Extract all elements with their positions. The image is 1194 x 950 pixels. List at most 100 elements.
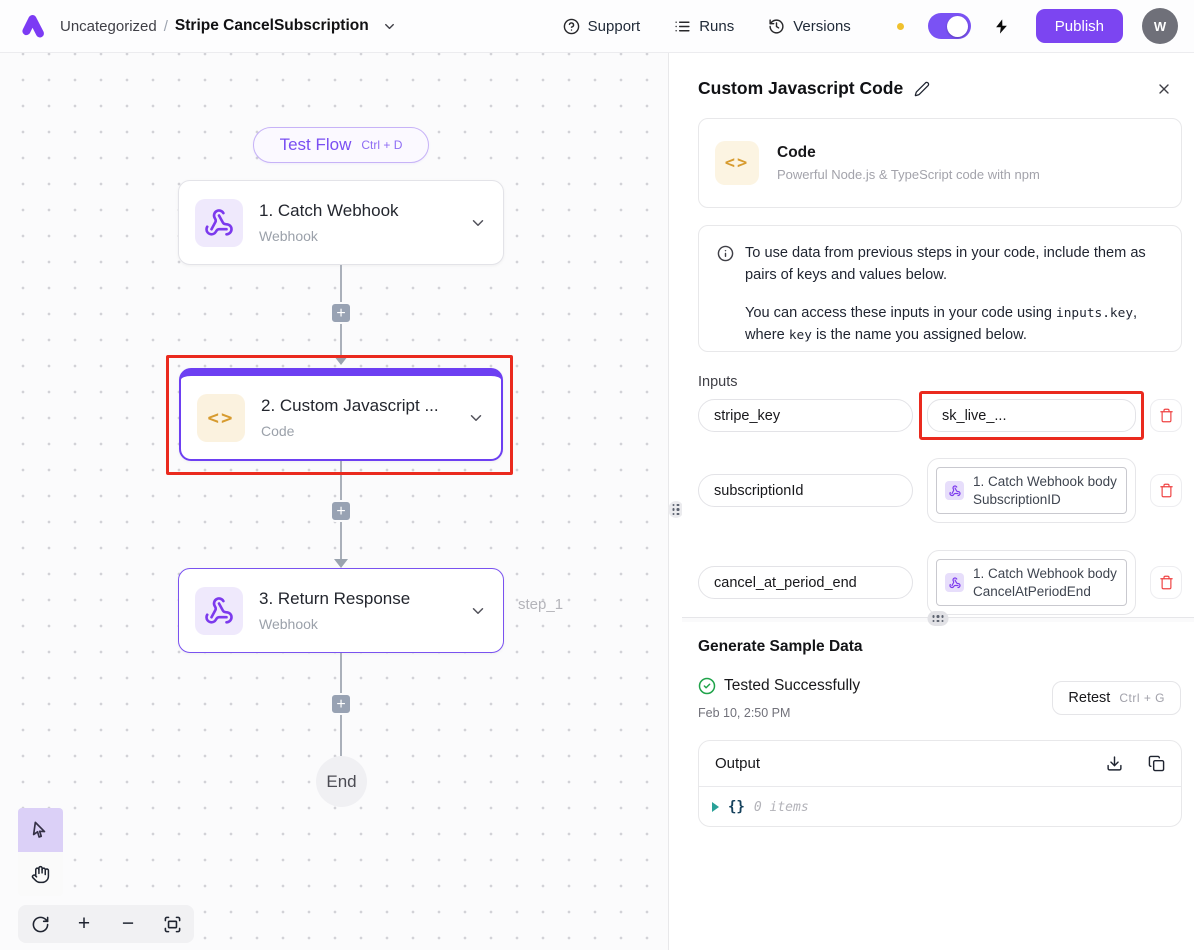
data-chip[interactable]: 1. Catch Webhook body CancelAtPeriodEnd [936,559,1127,606]
add-step-button[interactable]: + [330,693,352,715]
input-value-box[interactable]: 1. Catch Webhook body SubscriptionID [927,458,1136,523]
json-brace: {} [728,799,745,815]
zoom-in-button[interactable]: + [67,907,101,941]
app-logo-icon[interactable] [16,10,48,42]
plus-icon: + [77,912,91,935]
support-label: Support [587,17,641,35]
retest-button[interactable]: Retest Ctrl + G [1052,681,1181,715]
delete-input-button[interactable] [1150,399,1182,432]
input-value-wrap [919,391,1144,440]
node-title: 3. Return Response [259,589,411,608]
data-chip[interactable]: 1. Catch Webhook body SubscriptionID [936,467,1127,514]
test-flow-label: Test Flow [279,135,352,154]
avatar[interactable]: W [1142,8,1178,44]
fit-screen-icon [163,915,182,934]
output-card: Output {} 0 items [698,740,1182,827]
zoom-out-button[interactable]: − [111,907,145,941]
check-circle-icon [698,677,716,695]
input-value-field[interactable] [927,399,1136,432]
node-chevron-down-icon[interactable] [469,214,487,232]
node-subtitle: Webhook [259,228,318,244]
node-return-response[interactable]: 3. Return Response Webhook [178,568,504,653]
input-row-cancel-at-period-end: 1. Catch Webhook body CancelAtPeriodEnd [698,550,1182,615]
flow-name[interactable]: Stripe CancelSubscription [174,17,369,34]
test-status-label: Tested Successfully [724,677,861,694]
fit-view-button[interactable] [155,907,189,941]
webhook-icon [195,198,243,247]
publish-label: Publish [1054,17,1104,35]
input-row-stripe-key [698,391,1182,440]
hand-icon [31,865,50,884]
panel-header: Custom Javascript Code [698,78,1182,99]
connector-arrow-icon [334,356,348,365]
node-chevron-down-icon[interactable] [467,409,485,427]
add-step-button[interactable]: + [330,302,352,324]
output-title: Output [715,755,761,772]
input-key-field[interactable] [698,566,913,599]
copy-icon[interactable] [1148,755,1165,772]
output-actions [1106,755,1165,772]
node-subtitle: Code [261,423,295,439]
pan-tool-button[interactable] [18,852,63,896]
retest-label: Retest [1068,690,1111,706]
plus-icon: + [336,305,346,322]
step-settings-panel: Custom Javascript Code <> Code Powerful … [682,53,1194,950]
test-status: Tested Successfully [698,677,860,695]
input-row-subscription-id: 1. Catch Webhook body SubscriptionID [698,458,1182,523]
input-value-box[interactable]: 1. Catch Webhook body CancelAtPeriodEnd [927,550,1136,615]
node-chevron-down-icon[interactable] [469,602,487,620]
horizontal-grip-handle[interactable] [927,611,949,626]
grip-dots-icon [672,503,679,516]
delete-input-button[interactable] [1150,566,1182,599]
json-expand-arrow-icon[interactable] [712,802,719,812]
delete-input-button[interactable] [1150,474,1182,507]
runs-button[interactable]: Runs [674,18,734,35]
flow-menu-chevron-down-icon[interactable] [382,19,397,34]
node-text: 1. Catch Webhook Webhook [259,201,461,244]
test-flow-button[interactable]: Test Flow Ctrl + D [253,127,429,163]
help-circle-icon [563,18,580,35]
vertical-grip-handle[interactable] [668,501,683,518]
step-id-label: step_1 [518,596,564,613]
piece-subtitle: Powerful Node.js & TypeScript code with … [777,167,1040,182]
piece-title: Code [777,144,816,161]
select-tool-button[interactable] [18,808,63,852]
lightning-icon[interactable] [993,17,1010,36]
info-text: To use data from previous steps in your … [745,243,1163,343]
breadcrumb-category[interactable]: Uncategorized [60,17,157,35]
breadcrumb-separator: / [163,17,168,35]
versions-button[interactable]: Versions [768,18,851,35]
input-key-field[interactable] [698,474,913,507]
end-node: End [316,756,367,807]
node-title: 1. Catch Webhook [259,201,399,220]
close-icon[interactable] [1156,81,1172,97]
test-flow-shortcut: Ctrl + D [361,138,403,152]
node-catch-webhook[interactable]: 1. Catch Webhook Webhook [178,180,504,265]
section-resize-divider[interactable] [682,611,1194,626]
reset-view-button[interactable] [23,907,57,941]
info-icon [717,245,734,334]
json-viewer: {} 0 items [699,787,1181,826]
publish-button[interactable]: Publish [1035,9,1123,43]
edit-pencil-icon[interactable] [914,81,930,97]
code-icon: <> [197,393,245,442]
plus-icon: + [336,503,346,520]
inputs-section-label: Inputs [698,374,738,390]
webhook-icon [945,481,964,500]
add-step-button[interactable]: + [330,500,352,522]
refresh-icon [31,915,50,934]
support-button[interactable]: Support [563,17,641,35]
end-label: End [326,771,357,791]
canvas-tool-stack [18,808,63,896]
trash-icon [1159,575,1174,590]
panel-resize-divider[interactable] [668,53,683,950]
main-split: Test Flow Ctrl + D 1. Catch Webhook Webh… [0,53,1194,950]
generate-sample-heading: Generate Sample Data [698,638,863,655]
download-icon[interactable] [1106,755,1123,772]
input-key-field[interactable] [698,399,913,432]
list-icon [674,18,691,35]
flow-enabled-toggle[interactable] [927,13,971,39]
node-custom-javascript[interactable]: <> 2. Custom Javascript ... Code [179,368,503,461]
flow-canvas[interactable]: Test Flow Ctrl + D 1. Catch Webhook Webh… [0,53,668,950]
top-bar: Uncategorized / Stripe CancelSubscriptio… [0,0,1194,53]
